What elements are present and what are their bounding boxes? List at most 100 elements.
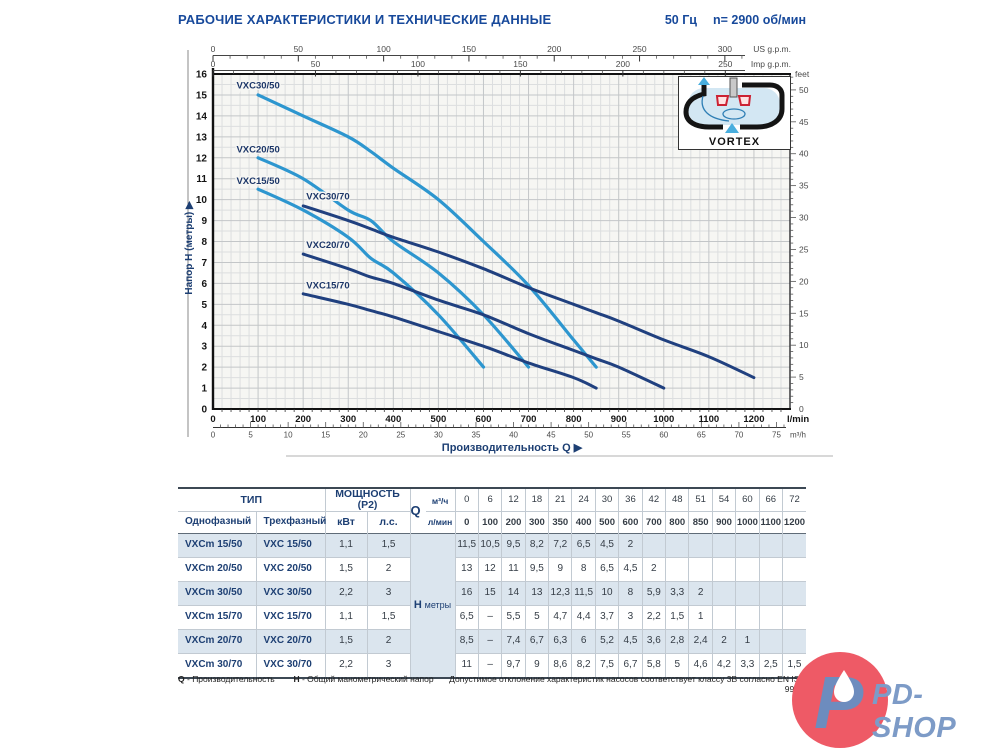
svg-text:50: 50 [311,59,321,69]
power-kw-cell: 2,2 [324,581,368,606]
head-value-cell-2: 9,7 [501,653,526,679]
col-group-type: ТИП [240,493,263,506]
flow-m3h-13: 66 [758,488,783,512]
flow-m3h-11: 54 [711,488,736,512]
head-value-cell-1: 12 [477,557,502,582]
svg-text:400: 400 [385,414,401,425]
head-value-cell-0: 11 [454,653,479,679]
y-axis-title: Напор H (метры) ▶ [184,200,195,295]
frequency-value: 50 Гц [664,13,697,27]
flow-lmin-5: 400 [571,511,596,534]
head-value-cell-12 [735,533,760,558]
svg-text:Imp g.p.m.: Imp g.p.m. [751,59,791,69]
svg-text:m³/h: m³/h [790,431,806,440]
curve-label-VXC20/50: VXC20/50 [236,145,279,156]
head-value-cell-14 [781,581,806,606]
flow-m3h-12: 60 [735,488,760,512]
head-value-cell-3: 5 [524,605,549,630]
svg-text:5: 5 [799,372,804,382]
head-value-cell-10: 1 [688,605,713,630]
head-value-cell-4: 6,3 [548,629,572,654]
head-value-cell-0: 11,5 [454,533,479,558]
flow-lmin-11: 900 [711,511,736,534]
svg-text:150: 150 [513,59,527,69]
head-value-cell-2: 11 [501,557,526,582]
head-value-cell-7: 3 [618,605,643,630]
legend-q-text: - Производительность [187,674,275,684]
head-value-cell-13 [758,557,783,582]
head-value-cell-8: 5,9 [641,581,666,606]
head-value-cell-3: 9 [524,653,549,679]
head-value-cell-5: 8 [571,557,596,582]
svg-text:8: 8 [201,237,207,248]
head-value-cell-14 [781,533,806,558]
head-value-cell-4: 8,6 [548,653,572,679]
head-value-cell-11 [711,605,736,630]
h-symbol: H [413,598,422,611]
type-three-cell: VXC 30/70 [255,653,326,679]
head-value-cell-5: 8,2 [571,653,596,679]
svg-text:100: 100 [377,44,391,54]
head-value-cell-5: 11,5 [571,581,596,606]
head-value-cell-3: 13 [524,581,549,606]
type-single-cell: VXCm 15/50 [178,533,256,558]
type-single-cell: VXCm 30/70 [178,653,256,679]
svg-text:0: 0 [210,414,215,425]
flow-m3h-8: 42 [641,488,666,512]
head-value-cell-10: 2 [688,581,713,606]
svg-text:20: 20 [359,431,368,440]
flow-lmin-4: 350 [548,511,572,534]
head-value-cell-8: 2 [641,557,666,582]
type-three-cell: VXC 20/70 [255,629,326,654]
head-value-cell-11: 2 [711,629,736,654]
svg-text:900: 900 [611,414,627,425]
svg-text:5: 5 [201,300,207,311]
pd-shop-logo-badge: P [792,652,888,748]
h-unit: метры [424,599,452,610]
head-value-cell-4: 9 [548,557,572,582]
curve-VXC15/50 [256,187,486,369]
type-single-cell: VXCm 30/50 [178,581,256,606]
curve-VXC30/70 [301,204,756,380]
head-value-cell-3: 6,7 [524,629,549,654]
svg-text:250: 250 [632,44,646,54]
tolerance-note: Допустимое отклонение характеристик насо… [449,674,806,694]
svg-text:30: 30 [434,431,443,440]
flow-lmin-10: 850 [688,511,713,534]
head-value-cell-10: 4,6 [688,653,713,679]
page-header: РАБОЧИЕ ХАРАКТЕРИСТИКИ И ТЕХНИЧЕСКИЕ ДАН… [178,12,806,27]
curve-label-VXC15/50: VXC15/50 [236,176,279,187]
svg-text:40: 40 [509,431,518,440]
svg-text:20: 20 [799,276,809,286]
flow-lmin-12: 1000 [735,511,760,534]
svg-text:35: 35 [472,431,481,440]
flow-lmin-9: 800 [665,511,689,534]
col-header-single-phase: Однофазный [178,511,256,534]
curve-label-VXC30/70: VXC30/70 [306,192,349,203]
unit-lmin: л/мин [427,516,453,527]
svg-text:35: 35 [799,181,809,191]
head-value-cell-8: 5,8 [641,653,666,679]
power-kw-cell: 1,5 [324,629,368,654]
svg-text:7: 7 [201,258,207,269]
svg-text:100: 100 [250,414,266,425]
flow-lmin-2: 200 [501,511,526,534]
flow-m3h-5: 24 [571,488,596,512]
table-row-VXC-30/70: VXCm 30/70 VXC 30/70 2,2 3 11–9,7 9 8,6 8,2 7,5 6… [178,653,806,679]
svg-text:30: 30 [799,213,809,223]
flow-m3h-2: 12 [501,488,526,512]
head-value-cell-1: – [477,629,502,654]
svg-text:65: 65 [697,431,706,440]
svg-text:15: 15 [321,431,330,440]
grid-major [213,74,790,409]
flow-m3h-7: 36 [618,488,643,512]
head-value-cell-12: 1 [735,629,760,654]
head-value-cell-6: 10 [594,581,619,606]
head-value-cell-12 [735,581,760,606]
svg-text:300: 300 [340,414,356,425]
svg-text:55: 55 [622,431,631,440]
flow-lmin-7: 600 [618,511,643,534]
svg-text:5: 5 [248,431,253,440]
